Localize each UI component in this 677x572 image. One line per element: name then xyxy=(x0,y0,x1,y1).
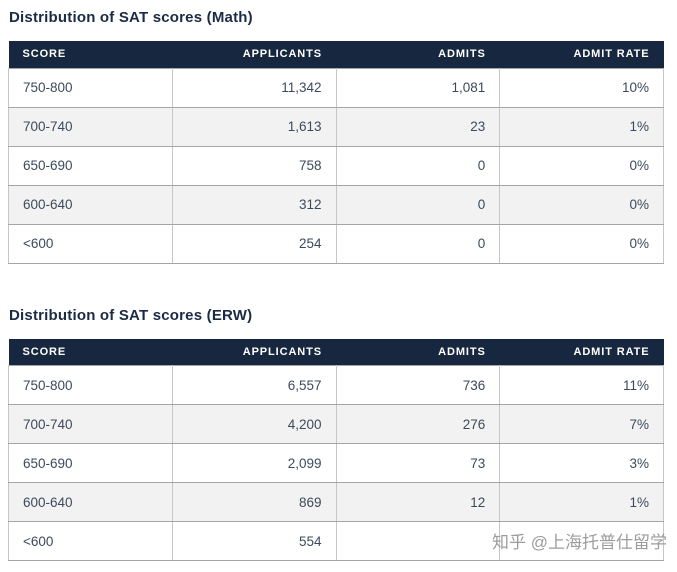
cell-score: <600 xyxy=(8,223,173,264)
table-row: <600 254 0 0% xyxy=(8,223,664,264)
cell-admit-rate: 0% xyxy=(499,145,664,186)
cell-applicants: 758 xyxy=(171,145,337,186)
col-header-applicants: APPLICANTS xyxy=(172,338,336,366)
table-title-erw: Distribution of SAT scores (ERW) xyxy=(9,306,253,324)
cell-admits: 0 xyxy=(335,145,501,186)
col-header-admit-rate: ADMIT RATE xyxy=(499,338,664,366)
cell-applicants: 254 xyxy=(171,223,337,264)
cell-applicants: 11,342 xyxy=(171,67,337,108)
cell-admits: 73 xyxy=(335,443,501,483)
cell-admit-rate: 1% xyxy=(499,106,664,147)
cell-score: 700-740 xyxy=(8,106,173,147)
cell-applicants: 2,099 xyxy=(171,443,337,483)
sat-math-table: SCORE APPLICANTS ADMITS ADMIT RATE 750-8… xyxy=(8,41,664,264)
zhihu-watermark: 知乎 @上海托普仕留学 xyxy=(492,533,667,552)
cell-score: 750-800 xyxy=(8,67,173,108)
cell-score: 650-690 xyxy=(8,443,173,483)
cell-admits: 0 xyxy=(335,223,501,264)
header-row: SCORE APPLICANTS ADMITS ADMIT RATE xyxy=(8,338,664,366)
header-row: SCORE APPLICANTS ADMITS ADMIT RATE xyxy=(8,41,664,68)
table-row: 650-690 2,099 73 3% xyxy=(8,443,664,483)
cell-applicants: 554 xyxy=(171,521,337,561)
cell-admit-rate: 0% xyxy=(499,223,664,264)
cell-admits xyxy=(335,521,501,561)
table-row: 750-800 11,342 1,081 10% xyxy=(8,67,664,108)
cell-score: 600-640 xyxy=(8,184,173,225)
sat-erw-table: SCORE APPLICANTS ADMITS ADMIT RATE 750-8… xyxy=(8,338,664,561)
table-row: 700-740 4,200 276 7% xyxy=(8,404,664,444)
table-row: 600-640 312 0 0% xyxy=(8,184,664,225)
cell-score: 700-740 xyxy=(8,404,173,444)
cell-admit-rate: 11% xyxy=(499,365,664,405)
cell-admit-rate: 0% xyxy=(499,184,664,225)
cell-score: <600 xyxy=(8,521,173,561)
cell-score: 600-640 xyxy=(8,482,173,522)
cell-applicants: 1,613 xyxy=(171,106,337,147)
cell-applicants: 869 xyxy=(171,482,337,522)
col-header-admits: ADMITS xyxy=(336,41,500,68)
sat-math-table-head: SCORE APPLICANTS ADMITS ADMIT RATE xyxy=(8,41,664,68)
table-title-math: Distribution of SAT scores (Math) xyxy=(9,9,253,26)
cell-applicants: 4,200 xyxy=(171,404,337,444)
sat-math-section: Distribution of SAT scores (Math) SCORE … xyxy=(8,9,668,264)
cell-score: 750-800 xyxy=(8,365,173,405)
table-row: 600-640 869 12 1% xyxy=(8,482,664,522)
sat-math-table-body: 750-800 11,342 1,081 10% 700-740 1,613 2… xyxy=(8,67,664,264)
cell-admits: 276 xyxy=(335,404,501,444)
cell-admits: 23 xyxy=(335,106,501,147)
cell-score: 650-690 xyxy=(8,145,173,186)
table-row: 700-740 1,613 23 1% xyxy=(8,106,664,147)
col-header-score: SCORE xyxy=(8,338,173,366)
table-row: 750-800 6,557 736 11% xyxy=(8,365,664,405)
cell-admit-rate: 7% xyxy=(499,404,664,444)
col-header-admit-rate: ADMIT RATE xyxy=(499,41,664,68)
sat-erw-table-head: SCORE APPLICANTS ADMITS ADMIT RATE xyxy=(8,338,664,366)
table-row: 650-690 758 0 0% xyxy=(8,145,664,186)
cell-admits: 12 xyxy=(335,482,501,522)
cell-applicants: 6,557 xyxy=(171,365,337,405)
cell-admit-rate: 3% xyxy=(499,443,664,483)
sat-erw-section: Distribution of SAT scores (ERW) SCORE A… xyxy=(8,306,668,561)
col-header-score: SCORE xyxy=(8,41,173,68)
col-header-admits: ADMITS xyxy=(336,338,500,366)
cell-admits: 1,081 xyxy=(335,67,501,108)
cell-admit-rate: 10% xyxy=(499,67,664,108)
cell-admit-rate xyxy=(499,521,664,561)
cell-admits: 0 xyxy=(335,184,501,225)
col-header-applicants: APPLICANTS xyxy=(172,41,336,68)
cell-applicants: 312 xyxy=(171,184,337,225)
cell-admits: 736 xyxy=(335,365,501,405)
table-row: <600 554 xyxy=(8,521,664,561)
cell-admit-rate: 1% xyxy=(499,482,664,522)
sat-erw-table-body: 750-800 6,557 736 11% 700-740 4,200 276 … xyxy=(8,365,664,561)
